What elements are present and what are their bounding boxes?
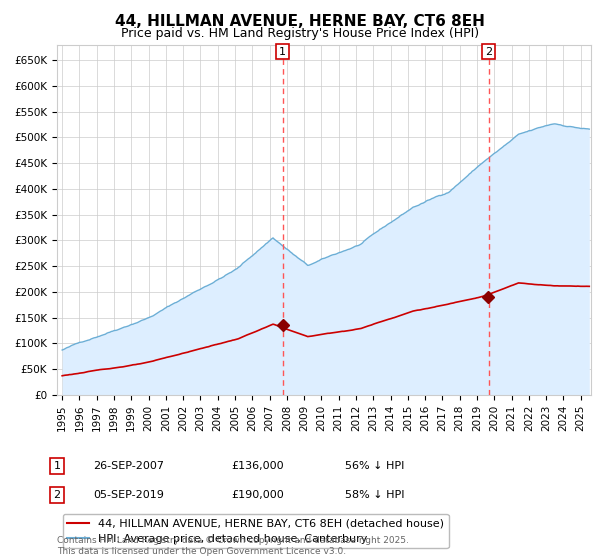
Text: 2: 2: [485, 46, 492, 57]
Text: £190,000: £190,000: [231, 490, 284, 500]
Text: 2: 2: [53, 490, 61, 500]
Text: 1: 1: [279, 46, 286, 57]
Text: 26-SEP-2007: 26-SEP-2007: [93, 461, 164, 471]
Text: 1: 1: [53, 461, 61, 471]
Text: Contains HM Land Registry data © Crown copyright and database right 2025.
This d: Contains HM Land Registry data © Crown c…: [57, 536, 409, 556]
Text: 05-SEP-2019: 05-SEP-2019: [93, 490, 164, 500]
Text: 44, HILLMAN AVENUE, HERNE BAY, CT6 8EH: 44, HILLMAN AVENUE, HERNE BAY, CT6 8EH: [115, 14, 485, 29]
Legend: 44, HILLMAN AVENUE, HERNE BAY, CT6 8EH (detached house), HPI: Average price, det: 44, HILLMAN AVENUE, HERNE BAY, CT6 8EH (…: [62, 514, 449, 548]
Text: 58% ↓ HPI: 58% ↓ HPI: [345, 490, 404, 500]
Text: Price paid vs. HM Land Registry's House Price Index (HPI): Price paid vs. HM Land Registry's House …: [121, 27, 479, 40]
Text: £136,000: £136,000: [231, 461, 284, 471]
Text: 56% ↓ HPI: 56% ↓ HPI: [345, 461, 404, 471]
